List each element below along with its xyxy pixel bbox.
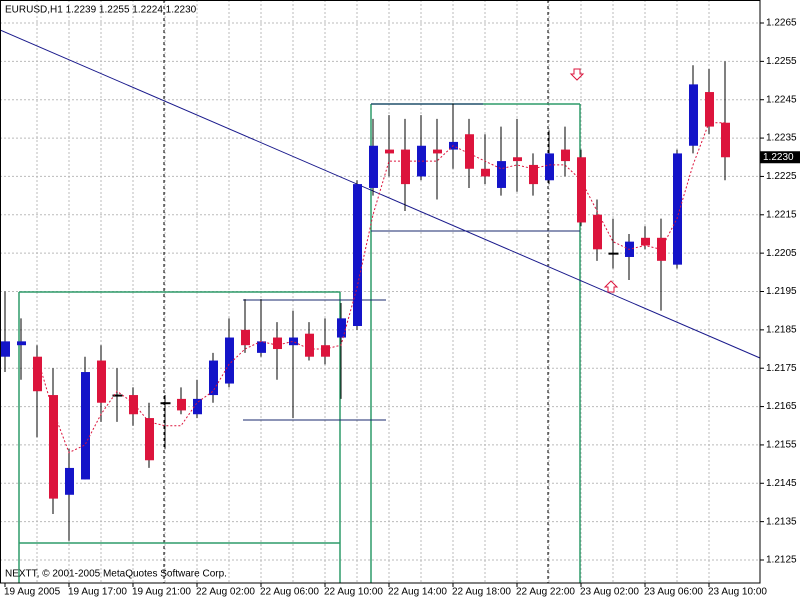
candle-body — [145, 418, 154, 461]
candle-body — [112, 394, 123, 397]
candle-body — [433, 149, 442, 154]
candle-body — [481, 168, 490, 177]
candle-body — [401, 149, 410, 185]
candle-body — [417, 145, 426, 177]
y-tick-label: 1.2155 — [766, 440, 797, 451]
candle-body — [17, 341, 26, 346]
x-tick-label: 23 Aug 02:00 — [580, 587, 639, 598]
buy-arrow — [603, 280, 619, 293]
candle-body — [465, 134, 474, 169]
x-tick-label: 19 Aug 17:00 — [68, 587, 127, 598]
candle-body — [49, 395, 58, 499]
x-tick-label: 23 Aug 10:00 — [708, 587, 767, 598]
candle-body — [721, 122, 730, 158]
candle-body — [257, 341, 266, 353]
x-tick-label: 19 Aug 21:00 — [132, 587, 191, 598]
candle-body — [193, 398, 202, 415]
y-tick-label: 1.2255 — [766, 56, 797, 67]
candle-body — [641, 237, 650, 246]
trend-line — [0, 29, 761, 359]
candle-body — [705, 92, 714, 127]
y-tick-label: 1.2225 — [766, 171, 797, 182]
candles — [1, 61, 730, 541]
x-tick-label: 22 Aug 22:00 — [516, 587, 575, 598]
candle-body — [337, 318, 346, 338]
sell-arrow — [569, 68, 585, 81]
candle-body — [273, 337, 282, 350]
x-tick-label: 22 Aug 14:00 — [388, 587, 447, 598]
candle-body — [321, 345, 330, 357]
axes: 1.2125 1.2135 1.2145 1.2155 1.2165 1.2175 1.21… — [4, 0, 800, 598]
candle-body — [65, 467, 74, 495]
candle-body — [177, 398, 186, 411]
chart-title: EURUSD,H1 1.2239 1.2255 1.2224 1.2230 — [5, 5, 197, 16]
candle-body — [97, 360, 106, 403]
candle-body — [385, 149, 394, 154]
y-tick-label: 1.2265 — [766, 18, 797, 29]
candle-body — [561, 149, 570, 162]
candle-body — [497, 161, 506, 188]
candle-body — [1, 341, 10, 357]
candle-body — [33, 356, 42, 392]
candle-body — [529, 164, 538, 185]
x-tick-label: 23 Aug 06:00 — [644, 587, 703, 598]
candle-body — [593, 214, 602, 250]
candle-body — [513, 157, 522, 162]
x-tick-label: 22 Aug 18:00 — [452, 587, 511, 598]
candle-body — [657, 237, 666, 261]
y-tick-label: 1.2205 — [766, 248, 797, 259]
candle-body — [577, 157, 586, 223]
y-tick-label: 1.2165 — [766, 401, 797, 412]
candle-body — [289, 337, 298, 346]
price-marker — [760, 151, 800, 164]
candle-body — [353, 184, 362, 327]
candle-body — [689, 84, 698, 146]
x-tick-label: 22 Aug 10:00 — [324, 587, 383, 598]
candle-body — [160, 402, 171, 405]
y-tick-label: 1.2135 — [766, 516, 797, 527]
price-marker-label: 1.2230 — [763, 152, 794, 163]
candle-body — [545, 153, 554, 181]
y-tick-label: 1.2235 — [766, 133, 797, 144]
x-tick-label: 22 Aug 02:00 — [196, 587, 255, 598]
candle-body — [608, 252, 619, 255]
y-tick-label: 1.2175 — [766, 363, 797, 374]
moving-average — [36, 122, 725, 454]
candle-body — [209, 360, 218, 396]
candle-body — [241, 329, 250, 346]
candle-body — [129, 395, 138, 415]
y-tick-label: 1.2215 — [766, 209, 797, 220]
x-tick-label: 22 Aug 06:00 — [260, 587, 319, 598]
y-tick-label: 1.2145 — [766, 478, 797, 489]
candle-body — [673, 153, 682, 265]
x-tick-label: 19 Aug 2005 — [4, 587, 61, 598]
copyright: NEXTT, © 2001-2005 MetaQuotes Software C… — [5, 569, 227, 580]
y-tick-label: 1.2125 — [766, 555, 797, 566]
y-tick-label: 1.2195 — [766, 286, 797, 297]
candle-body — [225, 337, 234, 384]
candle-body — [369, 145, 378, 188]
y-tick-label: 1.2185 — [766, 324, 797, 335]
y-tick-label: 1.2245 — [766, 94, 797, 105]
candle-body — [305, 333, 314, 357]
candle-body — [81, 372, 90, 480]
